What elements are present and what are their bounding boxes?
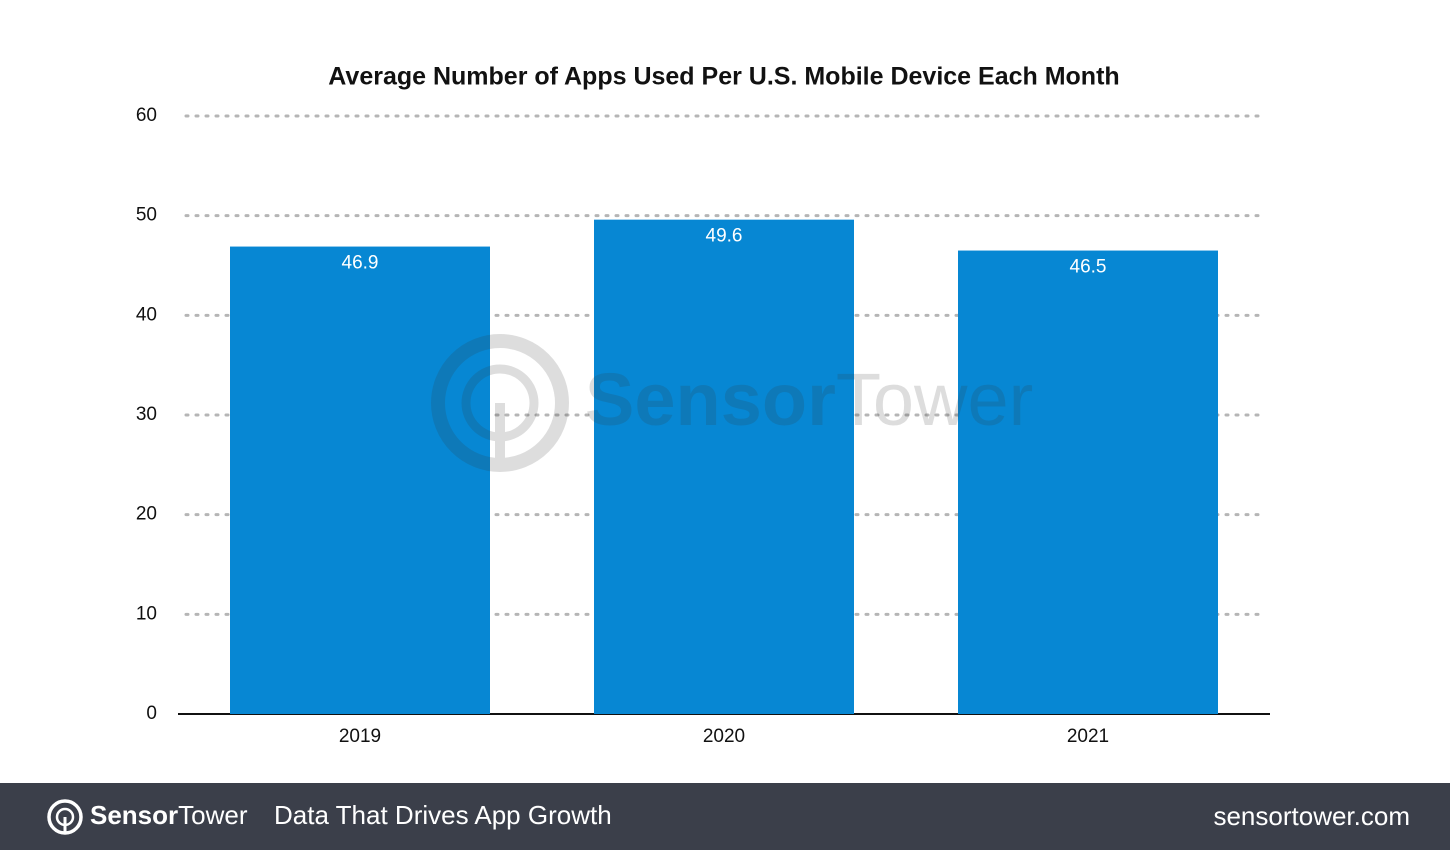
footer-logo: SensorTower (90, 800, 248, 830)
watermark-bold: Sensor (585, 358, 836, 441)
footer-website: sensortower.com (1213, 801, 1410, 831)
footer-bar (0, 783, 1450, 850)
y-tick-label: 50 (136, 205, 157, 226)
footer-logo-light: Tower (178, 800, 248, 830)
watermark: SensorTower (431, 334, 1033, 472)
watermark-icon (461, 364, 539, 442)
y-tick-label: 10 (136, 603, 157, 624)
footer-logo-bold: Sensor (90, 800, 178, 830)
value-label: 49.6 (706, 226, 743, 247)
plot-area: 0 10 20 30 40 50 60 46.9 2019 49.6 2020 46.5 2021 (136, 105, 1270, 747)
y-tick-label: 0 (146, 703, 157, 724)
x-tick-label: 2021 (1067, 726, 1109, 747)
footer-tagline: Data That Drives App Growth (274, 800, 612, 830)
value-label: 46.9 (342, 253, 379, 274)
watermark-light: Tower (836, 358, 1033, 441)
bar (594, 219, 854, 715)
value-label: 46.5 (1070, 257, 1107, 278)
x-tick-label: 2020 (703, 726, 745, 747)
bar (230, 246, 490, 714)
y-tick-label: 30 (136, 404, 157, 425)
y-tick-label: 20 (136, 504, 157, 525)
watermark-text: SensorTower (585, 358, 1033, 441)
y-tick-label: 40 (136, 304, 157, 325)
chart-title: Average Number of Apps Used Per U.S. Mob… (328, 63, 1119, 91)
y-tick-label: 60 (136, 105, 157, 126)
watermark-icon (431, 334, 569, 472)
bar (958, 250, 1218, 715)
x-tick-label: 2019 (339, 726, 381, 747)
